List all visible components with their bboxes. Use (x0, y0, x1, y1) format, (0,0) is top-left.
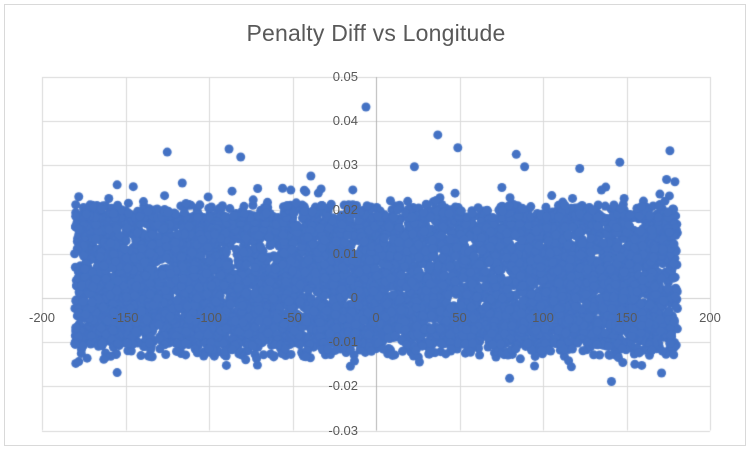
y-axis-tick-label: 0.03 (332, 157, 358, 173)
y-axis-tick-label: -0.03 (328, 422, 358, 438)
y-axis-tick-label: -0.02 (328, 378, 358, 394)
y-axis-tick-label: 0.02 (332, 201, 358, 217)
y-axis-tick-label: 0.01 (332, 245, 358, 261)
x-axis-tick-label: 0 (372, 310, 380, 325)
chart-title: Penalty Diff vs Longitude (246, 20, 506, 46)
x-axis-tick-label: -150 (112, 310, 139, 325)
x-axis-tick-label: 50 (452, 310, 467, 325)
x-axis-tick-label: 100 (532, 310, 554, 325)
y-axis-tick-label: -0.01 (328, 334, 358, 350)
y-axis-tick-label: 0.05 (332, 69, 358, 84)
y-axis-tick-label: 0 (350, 289, 358, 305)
x-axis-tick-label: -200 (28, 310, 56, 325)
x-axis-tick-label: -50 (283, 310, 302, 325)
x-axis-tick-label: -100 (195, 310, 223, 325)
y-axis-tick-label: 0.04 (332, 113, 358, 129)
x-axis-tick-label: 200 (699, 310, 721, 325)
x-axis-tick-label: 150 (615, 310, 638, 325)
